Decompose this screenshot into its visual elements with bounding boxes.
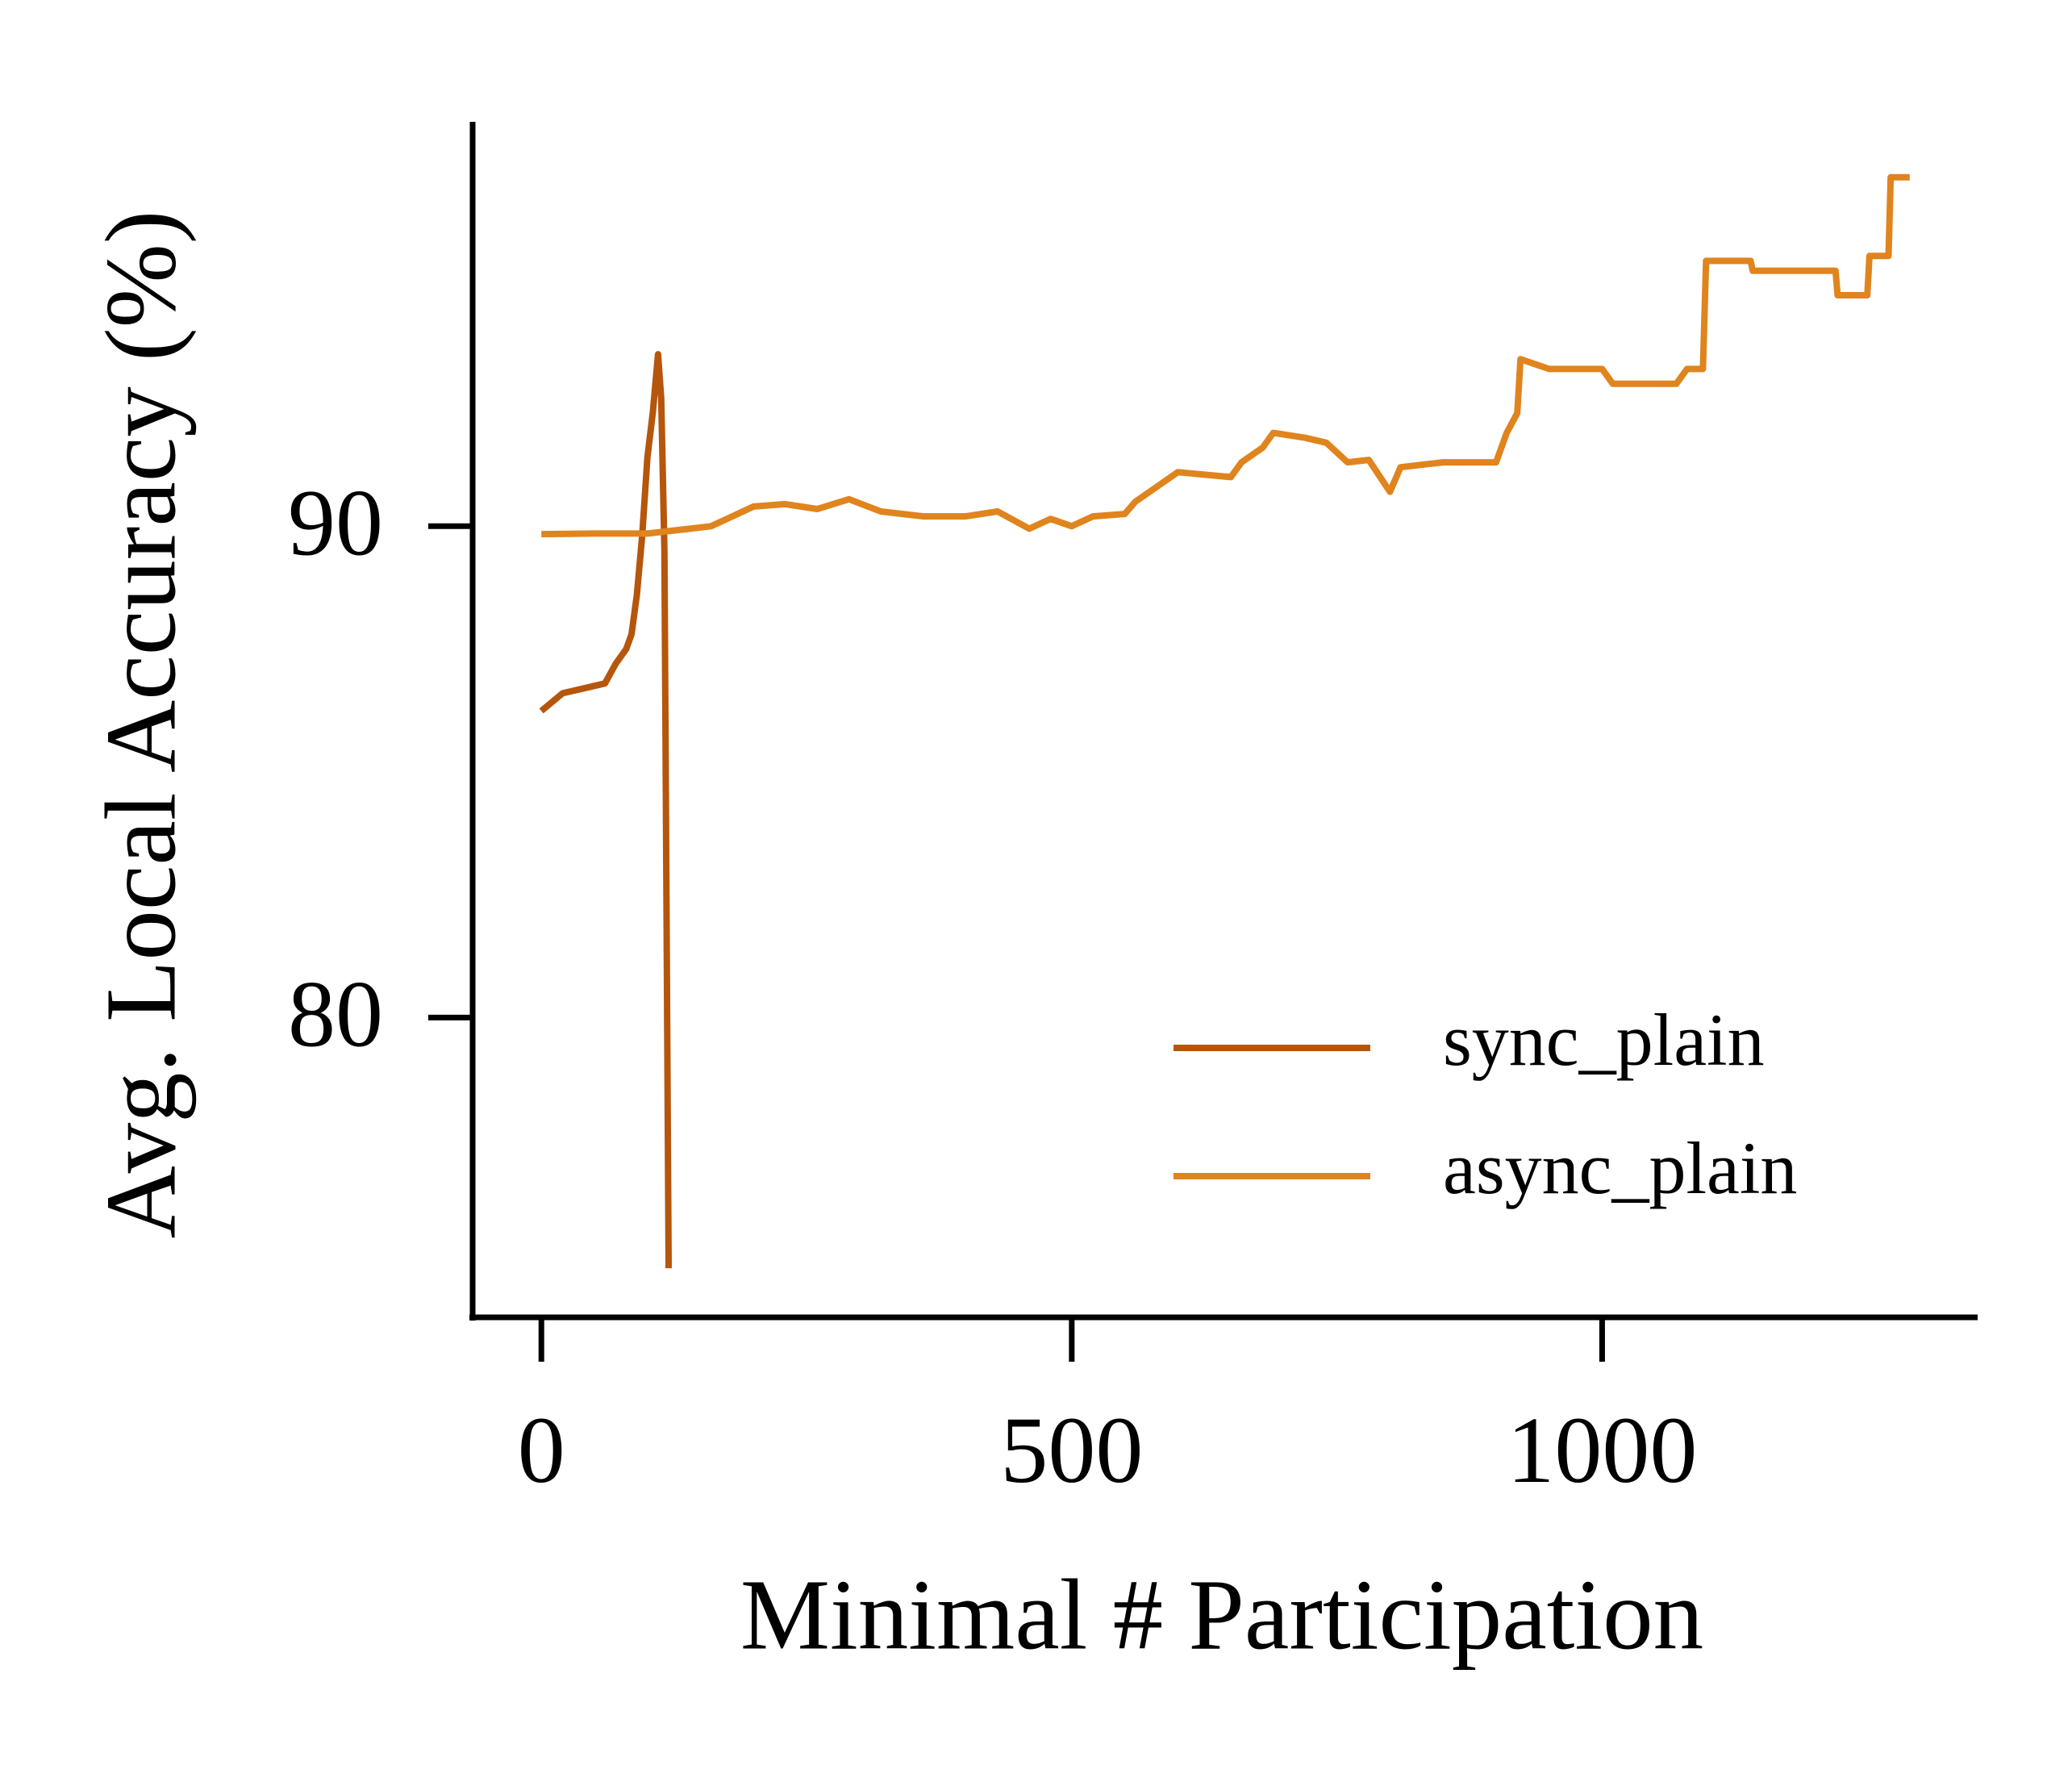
y-axis-label: Avg. Local Accuracy (%) <box>86 211 198 1239</box>
y-tick-label: 80 <box>288 962 383 1067</box>
x-tick-label: 1000 <box>1507 1397 1697 1503</box>
x-tick-label: 0 <box>518 1397 565 1503</box>
series-line <box>539 351 672 1269</box>
legend-label: sync_plain <box>1443 999 1765 1081</box>
x-tick-label: 500 <box>1000 1397 1143 1503</box>
series-line <box>541 173 1910 538</box>
x-axis-label: Minimal # Participation <box>740 1560 1703 1671</box>
legend-label: async_plain <box>1443 1127 1797 1209</box>
y-tick-label: 90 <box>288 469 383 575</box>
